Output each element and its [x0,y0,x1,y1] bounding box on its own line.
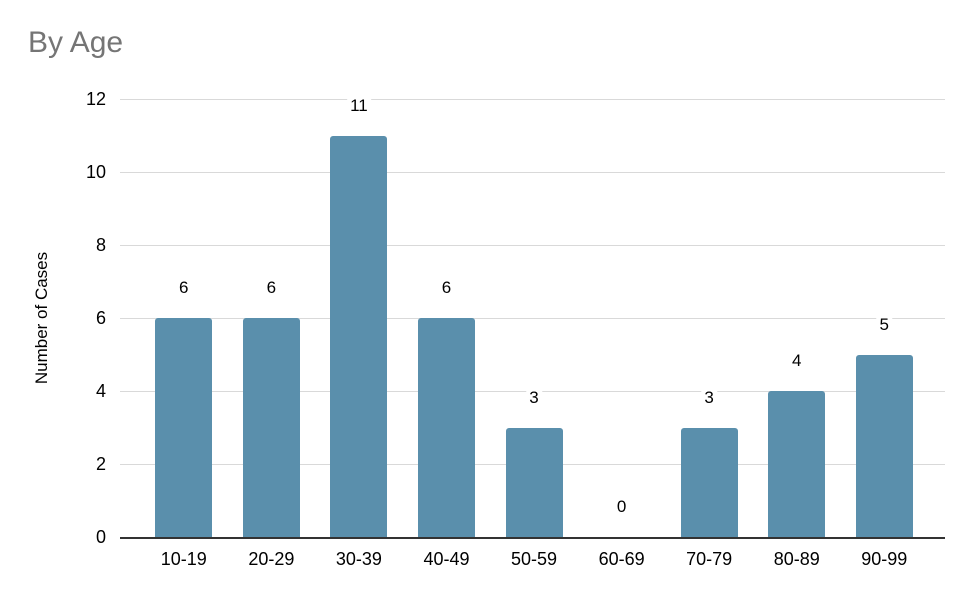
y-tick-label: 0 [95,527,106,547]
x-tick-label: 60-69 [598,549,645,569]
x-tick-label: 20-29 [248,549,295,569]
bar-value-label: 6 [263,279,280,296]
bar [768,391,826,537]
bar [242,318,300,537]
bar [680,427,738,537]
gridline [120,171,945,173]
bar-value-label: 6 [176,279,192,296]
y-tick-label: 12 [85,89,106,109]
bar [155,318,213,537]
y-axis-ticks: 0 2 4 6 8 10 12 [0,90,106,546]
x-tick-label: 50-59 [511,549,558,569]
bar-slot: 6 [228,99,316,537]
x-tick-label: 90-99 [861,549,908,569]
bar-value-label: 0 [613,498,630,515]
bar-slot: 3 [490,99,578,537]
bar [330,135,388,537]
gridline [120,244,945,246]
bar [417,318,475,537]
y-tick-label: 6 [95,308,106,328]
bar-slot: 0 [578,99,666,537]
x-tick-label: 80-89 [773,549,820,569]
bar-slot: 6 [140,99,228,537]
bar-value-label: 5 [876,315,893,333]
x-tick-label: 30-39 [335,549,382,569]
bar [855,354,913,537]
bar-slot: 3 [665,99,753,537]
bar-slot: 6 [403,99,491,537]
chart-title: By Age [28,26,124,59]
x-axis-labels: 10-19 20-29 30-39 40-49 50-59 60-69 70-79 80-89… [120,539,945,568]
gridline [120,99,945,100]
bar-value-label: 3 [701,388,717,406]
bar-value-label: 6 [438,279,455,296]
bar-value-label: 4 [788,352,805,370]
x-tick-label: 40-49 [423,549,470,569]
bar-slot: 5 [841,99,929,537]
y-tick-label: 2 [95,454,106,474]
x-tick-label: 10-19 [160,549,207,569]
bars-row: 6 6 11 6 3 0 3 4 5 [120,96,945,537]
plot-area: 6 6 11 6 3 0 3 4 5 [120,96,945,539]
bar-value-label: 3 [526,388,542,406]
x-tick-label: 70-79 [686,549,733,569]
bar-slot: 4 [753,99,841,537]
gridline [120,318,945,319]
y-tick-label: 8 [95,234,106,255]
bar-slot: 11 [315,96,403,537]
y-tick-label: 10 [85,161,106,182]
bar [505,427,563,537]
y-tick-label: 4 [95,380,106,401]
bar-value-label: 11 [347,96,371,114]
